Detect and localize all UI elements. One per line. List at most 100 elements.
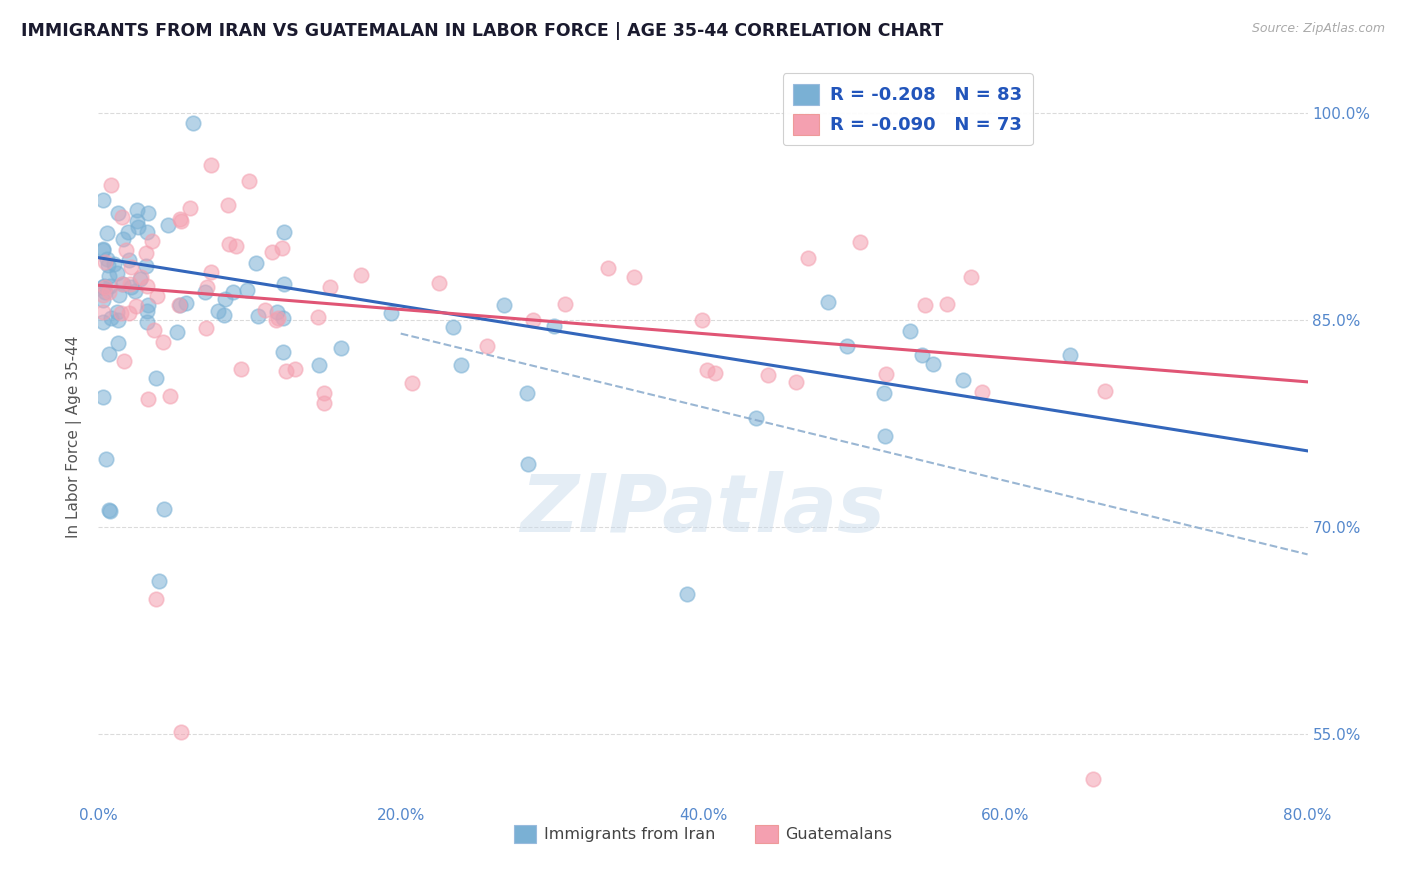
Point [253, 303, 276, 318]
Point [118, 252, 141, 267]
Point [194, 285, 217, 299]
Point [218, 236, 240, 251]
Point [217, 198, 239, 212]
Point [94, 280, 117, 294]
Point [245, 256, 267, 270]
Point [91, 293, 114, 307]
Point [91, 305, 114, 319]
Point [94, 254, 117, 268]
Point [96, 226, 118, 240]
Point [174, 295, 197, 310]
Point [246, 309, 269, 323]
Point [312, 385, 335, 400]
Point [91, 244, 114, 258]
Point [273, 277, 295, 291]
Point [284, 361, 307, 376]
Point [704, 366, 727, 380]
Point [121, 260, 143, 275]
Point [596, 261, 619, 276]
Point [875, 368, 897, 382]
Point [98, 278, 121, 293]
Point [136, 225, 159, 239]
Point [107, 206, 129, 220]
Point [266, 304, 288, 318]
Point [169, 298, 191, 312]
Point [260, 245, 283, 260]
Point [952, 373, 974, 387]
Point [91, 287, 114, 301]
Point [98, 504, 121, 518]
Y-axis label: In Labor Force | Age 35-44: In Labor Force | Age 35-44 [66, 336, 83, 538]
Point [97, 285, 120, 299]
Point [135, 315, 157, 329]
Point [120, 277, 142, 291]
Point [676, 587, 699, 601]
Point [554, 296, 576, 310]
Point [1083, 772, 1105, 787]
Point [98, 347, 121, 361]
Point [145, 591, 167, 606]
Point [195, 280, 218, 294]
Legend: Immigrants from Iran, Guatemalans: Immigrants from Iran, Guatemalans [508, 819, 898, 850]
Point [96, 452, 118, 467]
Point [125, 299, 148, 313]
Point [713, 814, 735, 829]
Point [112, 277, 135, 291]
Point [100, 310, 122, 325]
Point [516, 386, 538, 401]
Point [181, 116, 204, 130]
Point [522, 313, 544, 327]
Point [93, 279, 115, 293]
Point [94, 285, 117, 299]
Point [271, 345, 294, 359]
Point [329, 341, 352, 355]
Point [911, 348, 934, 362]
Point [135, 260, 157, 274]
Point [91, 242, 114, 256]
Point [441, 319, 464, 334]
Text: IMMIGRANTS FROM IRAN VS GUATEMALAN IN LABOR FORCE | AGE 35-44 CORRELATION CHART: IMMIGRANTS FROM IRAN VS GUATEMALAN IN LA… [21, 22, 943, 40]
Point [225, 239, 247, 253]
Point [494, 297, 516, 311]
Point [623, 269, 645, 284]
Point [271, 310, 294, 325]
Point [696, 363, 718, 377]
Point [785, 375, 807, 389]
Point [169, 211, 191, 226]
Point [98, 269, 121, 284]
Point [152, 335, 174, 350]
Point [127, 202, 149, 217]
Point [266, 311, 288, 326]
Point [159, 389, 181, 403]
Point [111, 277, 134, 291]
Point [91, 315, 114, 329]
Point [136, 392, 159, 407]
Point [308, 358, 330, 372]
Point [231, 361, 253, 376]
Point [111, 211, 134, 225]
Point [120, 279, 142, 293]
Point [129, 272, 152, 286]
Point [136, 279, 159, 293]
Text: Source: ZipAtlas.com: Source: ZipAtlas.com [1251, 22, 1385, 36]
Point [152, 502, 174, 516]
Point [914, 298, 936, 312]
Point [96, 252, 118, 266]
Point [97, 258, 120, 272]
Point [274, 364, 297, 378]
Point [837, 338, 859, 352]
Point [450, 358, 472, 372]
Point [112, 353, 135, 368]
Point [427, 276, 450, 290]
Point [266, 312, 288, 326]
Point [380, 306, 402, 320]
Point [169, 298, 191, 312]
Point [475, 339, 498, 353]
Point [271, 241, 294, 255]
Point [135, 303, 157, 318]
Point [127, 220, 149, 235]
Point [517, 457, 540, 471]
Point [1094, 384, 1116, 398]
Point [166, 325, 188, 339]
Point [207, 303, 229, 318]
